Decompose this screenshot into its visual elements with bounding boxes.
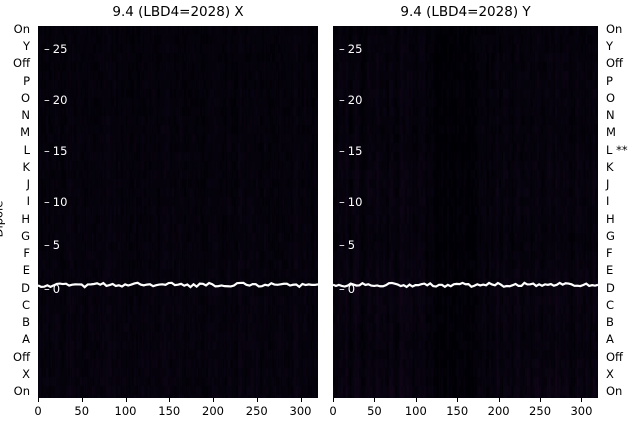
xtick-label-250: 250	[529, 404, 552, 418]
dipole-label-C-16: C	[21, 297, 30, 312]
xtick-mark-250	[540, 398, 542, 402]
dipole-label-X-20: X	[606, 366, 614, 381]
xtick-label-250: 250	[245, 404, 268, 418]
dipole-label-J-9: J	[26, 177, 30, 192]
heatmap-texture-y	[333, 26, 598, 398]
dipole-label-P-3: P	[606, 73, 613, 88]
dipole-label-G-12: G	[21, 228, 30, 243]
dipole-label-B-17: B	[22, 315, 30, 330]
dipole-label-I-10: I	[606, 194, 610, 209]
dipole-label-B-17: B	[606, 315, 614, 330]
xtick-label-100: 100	[114, 404, 137, 418]
xtick-label-300: 300	[570, 404, 593, 418]
xtick-label-50: 50	[74, 404, 90, 418]
xtick-mark-0	[38, 398, 39, 402]
xtick-label-300: 300	[289, 404, 312, 418]
heatmap-texture-x	[38, 26, 318, 398]
dipole-label-Off-2: Off	[606, 56, 623, 71]
dipole-label-On-21: On	[13, 384, 30, 398]
dipole-label-Off-2: Off	[13, 56, 30, 71]
dipole-label-D-15: D	[606, 280, 615, 295]
heatmap-panel-y[interactable]: –25–20–15–10–5–0	[333, 26, 598, 398]
dipole-label-M-6: M	[20, 125, 30, 140]
xtick-mark-100	[415, 398, 417, 402]
y-axis-label: Dipole	[0, 200, 6, 238]
dipole-label-J-9: J	[606, 177, 610, 192]
xtick-label-100: 100	[404, 404, 427, 418]
xtick-mark-0	[333, 398, 334, 402]
heatmap-panel-x[interactable]: –25–20–15–10–5–0 2520151050	[38, 26, 318, 398]
dipole-label-Y-1: Y	[606, 39, 614, 54]
xtick-label-150: 150	[158, 404, 181, 418]
xtick-mark-200	[213, 398, 214, 402]
xtick-mark-150	[169, 398, 171, 402]
dipole-label-On-0: On	[606, 22, 623, 36]
panel-title-y: 9.4 (LBD4=2028) Y	[400, 4, 531, 20]
xtick-label-150: 150	[446, 404, 469, 418]
dipole-label-P-3: P	[23, 73, 30, 88]
xtick-label-0: 0	[34, 404, 42, 418]
dipole-label-L-7: L	[23, 142, 30, 157]
xtick-label-50: 50	[367, 404, 382, 418]
dipole-label-Off-19: Off	[13, 349, 30, 364]
dipole-label-Off-19: Off	[606, 349, 623, 364]
xtick-mark-50	[81, 398, 83, 402]
dipole-label-O-4: O	[606, 90, 616, 105]
dipole-label-E-14: E	[22, 263, 30, 278]
xtick-label-200: 200	[487, 404, 510, 418]
dipole-label-H-11: H	[606, 211, 615, 226]
xtick-mark-200	[498, 398, 500, 402]
dipole-label-G-12: G	[606, 228, 615, 243]
x-axis-right-panel: 0 50 100 150 200 250 300	[329, 398, 598, 432]
xtick-mark-250	[256, 398, 258, 402]
dipole-label-On-0: On	[13, 22, 30, 36]
dipole-label-H-11: H	[21, 211, 30, 226]
dipole-label-On-21: On	[606, 384, 623, 398]
dipole-axis-left: On Y Off P O N M L K J I H G F E D C B A Off X On	[0, 22, 34, 398]
dipole-label-F-13: F	[606, 246, 613, 261]
dipole-label-O-4: O	[20, 90, 30, 105]
dipole-label-D-15: D	[21, 280, 30, 295]
dipole-label-X-20: X	[22, 366, 30, 381]
xtick-mark-300	[300, 398, 302, 402]
dipole-label-N-5: N	[606, 108, 615, 123]
dipole-label-A-18: A	[606, 332, 614, 347]
dipole-label-K-8: K	[606, 159, 614, 174]
xtick-mark-150	[457, 398, 459, 402]
dipole-label-M-6: M	[606, 125, 616, 140]
panel-title-x: 9.4 (LBD4=2028) X	[112, 4, 244, 20]
dipole-label-F-13: F	[23, 246, 30, 261]
xtick-mark-300	[581, 398, 583, 402]
dipole-label-N-5: N	[21, 108, 30, 123]
dipole-label-Y-1: Y	[22, 39, 30, 54]
x-axis-left-panel: 0 50 100 150 200 250 300	[34, 398, 318, 432]
xtick-mark-100	[125, 398, 127, 402]
xtick-mark-50	[374, 398, 376, 402]
dipole-label-E-14: E	[606, 263, 614, 278]
dipole-label-A-18: A	[22, 332, 30, 347]
xtick-label-0: 0	[329, 404, 337, 418]
dipole-axis-right: On Y Off P O N M L ** K J I H G F E D C B A Off X On	[602, 22, 640, 398]
dipole-label-C-16: C	[606, 297, 615, 312]
xtick-label-200: 200	[202, 404, 224, 418]
dipole-label-L-7: L **	[606, 142, 628, 157]
dipole-label-K-8: K	[22, 159, 30, 174]
dipole-label-I-10: I	[26, 194, 30, 209]
